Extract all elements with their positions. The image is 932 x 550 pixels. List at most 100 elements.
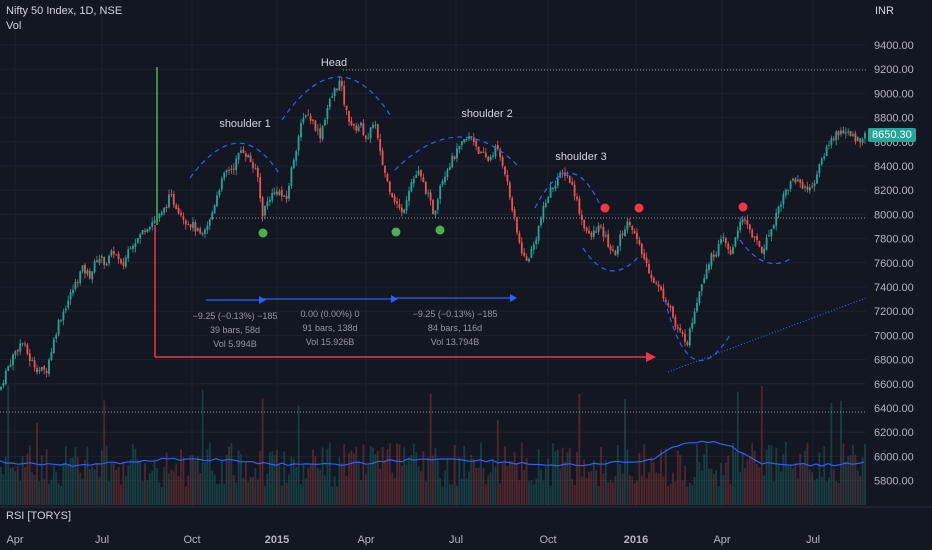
- candle-body: [811, 186, 814, 188]
- candle-body: [76, 282, 79, 284]
- volume-bar: [302, 463, 305, 505]
- shoulder1-arc: [189, 142, 281, 179]
- volume-bar: [530, 480, 533, 505]
- candle-body: [62, 311, 65, 321]
- volume-bar: [578, 393, 581, 505]
- candle-body: [676, 327, 679, 329]
- measure3-change: −9.25 (−0.13%) −185: [413, 309, 498, 319]
- candle-body: [393, 196, 396, 202]
- candle-body: [501, 157, 504, 166]
- volume-bar: [288, 474, 290, 505]
- candle-body: [703, 278, 706, 284]
- volume-bar: [139, 460, 142, 505]
- candle-body: [739, 221, 742, 230]
- candle-body: [340, 80, 343, 87]
- candle-body: [196, 228, 199, 231]
- volume-bar: [744, 468, 746, 505]
- volume-bar: [184, 486, 187, 505]
- candle-body: [640, 243, 643, 255]
- volume-bar: [62, 463, 65, 505]
- volume-bar: [242, 477, 245, 505]
- volume-bar: [292, 459, 295, 505]
- candle-body: [225, 170, 228, 173]
- measure3-bars: 84 bars, 116d: [428, 323, 482, 333]
- candle-body: [297, 136, 300, 151]
- candle-body: [513, 209, 516, 218]
- candle-body: [403, 209, 406, 214]
- candle-body: [448, 166, 451, 170]
- candle-body: [60, 320, 62, 322]
- y-tick-label: 5800.00: [874, 476, 914, 488]
- volume-bar: [91, 466, 94, 505]
- candle-body: [456, 148, 458, 159]
- volume-bar: [684, 465, 686, 505]
- symbol-title[interactable]: Nifty 50 Index, 1D, NSE: [6, 5, 123, 17]
- volume-bar: [211, 470, 214, 505]
- x-axis[interactable]: Apr Jul Oct 2015 Apr Jul Oct 2016 Apr Jul: [6, 534, 820, 546]
- y-axis[interactable]: 9400.009200.009000.008800.008600.008400.…: [874, 40, 914, 488]
- candle-body: [799, 179, 802, 183]
- volume-bar: [427, 457, 430, 505]
- volume-bar: [86, 446, 89, 505]
- candle-body: [158, 213, 161, 219]
- x-tick-label: Oct: [539, 534, 556, 546]
- candle-body: [648, 263, 650, 274]
- candle-body: [571, 181, 574, 185]
- volume-bar: [163, 467, 166, 505]
- candle-body: [398, 204, 401, 208]
- candle-body: [182, 216, 185, 220]
- candle-body: [844, 132, 847, 134]
- volume-bar: [360, 480, 362, 505]
- candle-body: [508, 182, 511, 198]
- volume-bar: [158, 482, 161, 505]
- candle-body: [475, 140, 478, 147]
- rsi-indicator-label[interactable]: RSI [TORYS]: [6, 510, 72, 522]
- candle-body: [108, 255, 110, 264]
- volume-bar: [686, 486, 689, 505]
- red-marker: [600, 203, 610, 213]
- volume-bar: [600, 446, 602, 505]
- candle-body: [223, 172, 226, 179]
- candle-body: [151, 222, 154, 227]
- volume-bar: [43, 479, 46, 505]
- volume-bar: [835, 480, 838, 505]
- candle-body: [213, 205, 216, 214]
- candle-body: [828, 145, 830, 147]
- shoulder1-label: shoulder 1: [219, 118, 270, 130]
- volume-bar: [468, 471, 470, 505]
- y-tick-label: 6200.00: [874, 427, 914, 439]
- volume-label[interactable]: Vol: [6, 20, 22, 32]
- candle-body: [153, 220, 156, 223]
- volume-bar: [144, 463, 146, 505]
- volume-bar: [196, 456, 199, 505]
- candle-body: [662, 288, 665, 299]
- candle-body: [141, 230, 144, 234]
- candle-body: [120, 259, 122, 264]
- volume-bar: [345, 475, 348, 505]
- candle-body: [321, 126, 324, 140]
- y-tick-label: 6800.00: [874, 355, 914, 367]
- candle-body: [700, 284, 703, 291]
- volume-bar: [367, 465, 370, 505]
- candle-body: [436, 199, 439, 210]
- volume-bar: [484, 484, 487, 505]
- volume-bar: [616, 444, 619, 505]
- volume-bar: [470, 454, 473, 505]
- volume-bar: [808, 469, 811, 505]
- candle-body: [170, 194, 173, 196]
- candle-body: [331, 96, 334, 98]
- volume-bar: [218, 483, 221, 505]
- volume-bar: [823, 446, 826, 505]
- candle-body: [386, 174, 389, 182]
- candle-body: [784, 189, 787, 196]
- volume-bar: [794, 463, 797, 505]
- candle-body: [484, 152, 487, 157]
- volume-bar: [645, 478, 648, 505]
- candle-body: [837, 131, 840, 136]
- volume-bar: [372, 447, 374, 505]
- volume-bar: [439, 478, 442, 505]
- volume-bar: [165, 452, 168, 505]
- volume-bar: [136, 459, 139, 505]
- candle-body: [247, 154, 250, 158]
